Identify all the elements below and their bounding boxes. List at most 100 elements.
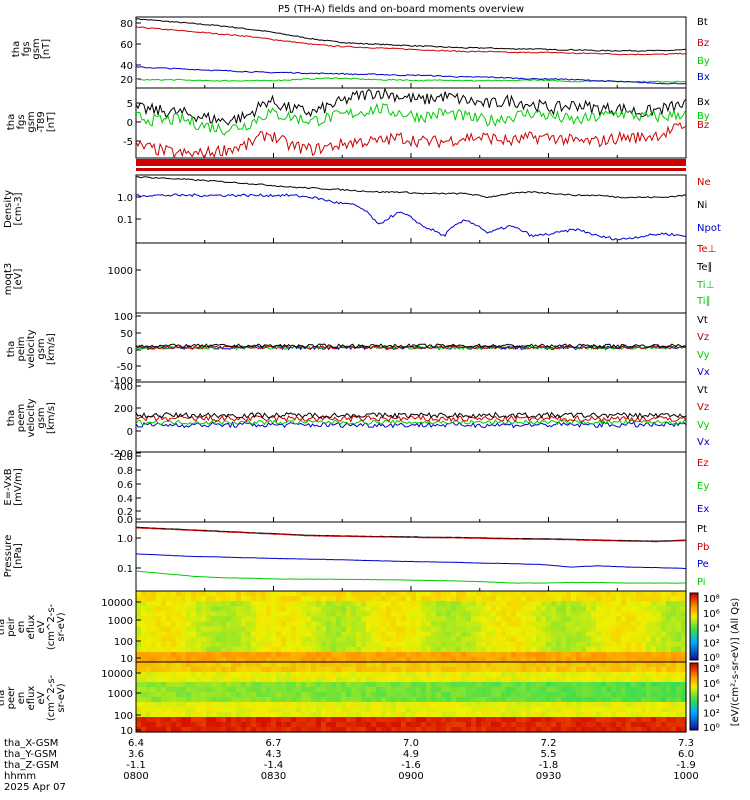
spectrogram-cell xyxy=(581,662,587,668)
spectrogram-cell xyxy=(501,606,507,612)
y-axis-label-line: -T89 xyxy=(36,111,47,133)
spectrogram-cell xyxy=(631,651,637,658)
spectrogram-cell xyxy=(671,651,677,658)
spectrogram-cell xyxy=(321,687,327,693)
spectrogram-cell xyxy=(631,621,637,628)
spectrogram-cell xyxy=(511,697,517,703)
spectrogram-cell xyxy=(211,651,217,658)
spectrogram-cell xyxy=(231,712,237,718)
spectrogram-cell xyxy=(346,636,352,643)
spectrogram-cell xyxy=(301,702,307,708)
spectrogram-cell xyxy=(316,641,322,648)
spectrogram-cell xyxy=(156,707,162,713)
spectrogram-cell xyxy=(221,606,227,612)
spectrogram-cell xyxy=(666,722,672,728)
spectrogram-cell xyxy=(531,662,537,668)
spectrogram-cell xyxy=(351,651,357,658)
spectrogram-cell xyxy=(471,677,477,683)
spectrogram-cell xyxy=(601,667,607,673)
spectrogram-cell xyxy=(581,616,587,623)
spectrogram-cell xyxy=(366,606,372,612)
spectrogram-cell xyxy=(676,677,682,683)
spectrogram-cell xyxy=(626,621,632,628)
spectrogram-cell xyxy=(261,611,267,617)
spectrogram-cell xyxy=(296,611,302,617)
spectrogram-cell xyxy=(446,641,452,648)
spectrogram-cell xyxy=(641,717,647,723)
spectrogram-cell xyxy=(591,682,597,688)
spectrogram-cell xyxy=(411,616,417,623)
spectrogram-cell xyxy=(516,687,522,693)
spectrogram-cell xyxy=(521,667,527,673)
spectrogram-cell xyxy=(401,707,407,713)
spectrogram-cell xyxy=(596,707,602,713)
spectrogram-cell xyxy=(566,667,572,673)
spectrogram-cell xyxy=(601,677,607,683)
spectrogram-cell xyxy=(186,636,192,643)
spectrogram-cell xyxy=(321,651,327,658)
spectrogram-cell xyxy=(506,611,512,617)
spectrogram-cell xyxy=(226,616,232,623)
spectrogram-cell xyxy=(486,707,492,713)
spectrogram-cell xyxy=(266,651,272,658)
spectrogram-cell xyxy=(246,697,252,703)
spectrogram-cell xyxy=(376,682,382,688)
spectrogram-cell xyxy=(436,672,442,678)
spectrogram-cell xyxy=(456,697,462,703)
spectrogram-cell xyxy=(161,641,167,648)
spectrogram-cell xyxy=(281,667,287,673)
spectrogram-cell xyxy=(201,601,207,607)
spectrogram-cell xyxy=(676,662,682,668)
spectrogram-cell xyxy=(206,601,212,607)
spectrogram-cell xyxy=(216,631,222,638)
spectrogram-cell xyxy=(296,682,302,688)
spectrogram-cell xyxy=(526,727,532,733)
spectrogram-cell xyxy=(226,717,232,723)
spectrogram-cell xyxy=(161,667,167,673)
spectrogram-cell xyxy=(421,596,427,602)
spectrogram-cell xyxy=(556,727,562,733)
spectrogram-cell xyxy=(521,692,527,698)
spectrogram-cell xyxy=(501,702,507,708)
spectrogram-cell xyxy=(596,717,602,723)
spectrogram-cell xyxy=(186,596,192,602)
spectrogram-cell xyxy=(311,646,317,653)
spectrogram-cell xyxy=(256,717,262,723)
spectrogram-cell xyxy=(371,626,377,633)
spectrogram-cell xyxy=(366,672,372,678)
spectrogram-cell xyxy=(441,682,447,688)
spectrogram-cell xyxy=(156,687,162,693)
spectrogram-cell xyxy=(576,702,582,708)
y-axis-label: tha peem velocity gsm [km/s] xyxy=(6,398,57,437)
spectrogram-cell xyxy=(431,591,437,597)
spectrogram-cell xyxy=(291,712,297,718)
spectrogram-cell xyxy=(456,707,462,713)
spectrogram-cell xyxy=(286,651,292,658)
spectrogram-cell xyxy=(441,717,447,723)
spectrogram-cell xyxy=(491,702,497,708)
spectrogram-cell xyxy=(166,662,172,668)
spectrogram-cell xyxy=(556,672,562,678)
spectrogram-cell xyxy=(251,616,257,623)
spectrogram-cell xyxy=(601,656,607,663)
spectrogram-cell xyxy=(431,677,437,683)
colorbar-segment xyxy=(690,657,698,661)
spectrogram-cell xyxy=(291,601,297,607)
spectrogram-cell xyxy=(481,646,487,653)
spectrogram-cell xyxy=(546,707,552,713)
spectrogram-cell xyxy=(311,631,317,638)
spectrogram-cell xyxy=(296,621,302,628)
spectrogram-cell xyxy=(486,672,492,678)
spectrogram-cell xyxy=(226,631,232,638)
spectrogram-cell xyxy=(601,606,607,612)
spectrogram-cell xyxy=(191,717,197,723)
spectrogram-cell xyxy=(171,727,177,733)
spectrogram-cell xyxy=(561,651,567,658)
spectrogram-cell xyxy=(671,667,677,673)
spectrogram-cell xyxy=(291,656,297,663)
spectrogram-cell xyxy=(211,677,217,683)
spectrogram-cell xyxy=(501,677,507,683)
spectrogram-cell xyxy=(236,717,242,723)
spectrogram-cell xyxy=(396,702,402,708)
spectrogram-cell xyxy=(226,596,232,602)
